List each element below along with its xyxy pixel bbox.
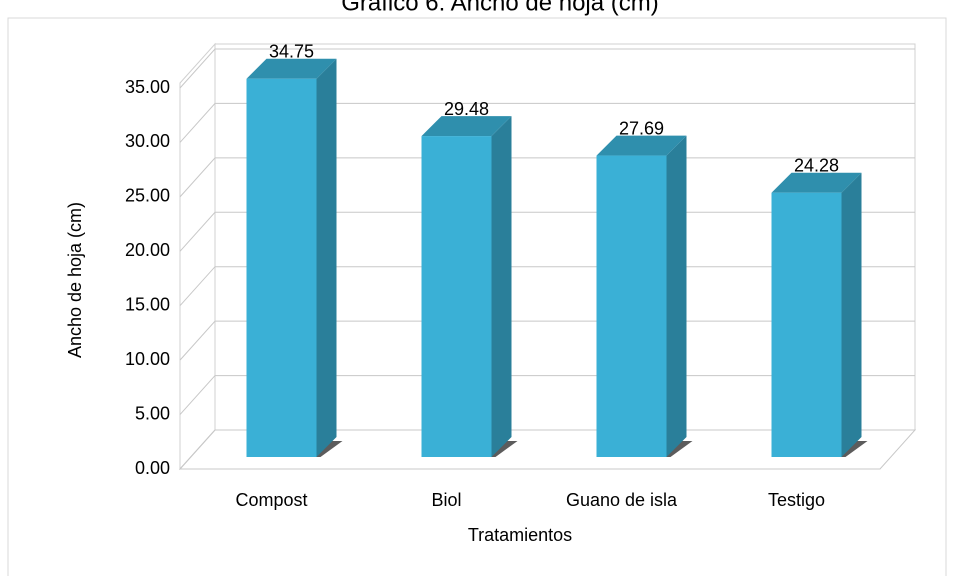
bar-top xyxy=(596,135,687,156)
y-axis-label: Ancho de hoja (cm) xyxy=(65,202,85,358)
x-axis-label: Tratamientos xyxy=(468,525,572,545)
bar-top xyxy=(246,58,337,79)
bar-side xyxy=(666,135,687,457)
bar-side xyxy=(491,116,512,457)
x-tick-label: Biol xyxy=(431,490,461,510)
data-label: 34.75 xyxy=(269,41,314,61)
data-label: 27.69 xyxy=(619,118,664,138)
y-tick-label: 25.00 xyxy=(125,186,170,206)
bar-top xyxy=(421,116,512,137)
chart-border xyxy=(7,17,947,576)
bar-top xyxy=(771,172,862,193)
y-tick-label: 15.00 xyxy=(125,294,170,314)
grid-line xyxy=(179,48,915,89)
y-tick-label: 20.00 xyxy=(125,240,170,260)
x-tick-label: Compost xyxy=(235,490,307,510)
bar xyxy=(771,192,842,457)
x-tick-label: Testigo xyxy=(768,490,825,510)
y-tick-label: 35.00 xyxy=(125,77,170,97)
x-tick-label: Guano de isla xyxy=(566,490,678,510)
bar xyxy=(421,136,492,457)
y-tick-label: 0.00 xyxy=(135,458,170,478)
bar-side xyxy=(316,58,337,457)
data-label: 29.48 xyxy=(444,99,489,119)
bar-side xyxy=(841,172,862,457)
y-tick-label: 30.00 xyxy=(125,131,170,151)
bar xyxy=(246,78,317,457)
chart-title: Gráfico 6: Ancho de hoja (cm) xyxy=(341,0,658,16)
y-tick-label: 5.00 xyxy=(135,403,170,423)
bar xyxy=(596,155,667,457)
side-wall xyxy=(179,42,216,471)
data-label: 24.28 xyxy=(794,155,839,175)
grid-line xyxy=(179,102,915,143)
y-tick-label: 10.00 xyxy=(125,349,170,369)
